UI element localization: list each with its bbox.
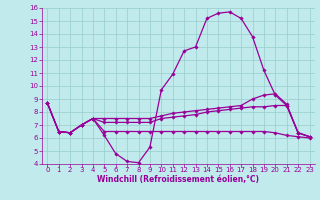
X-axis label: Windchill (Refroidissement éolien,°C): Windchill (Refroidissement éolien,°C)	[97, 175, 260, 184]
